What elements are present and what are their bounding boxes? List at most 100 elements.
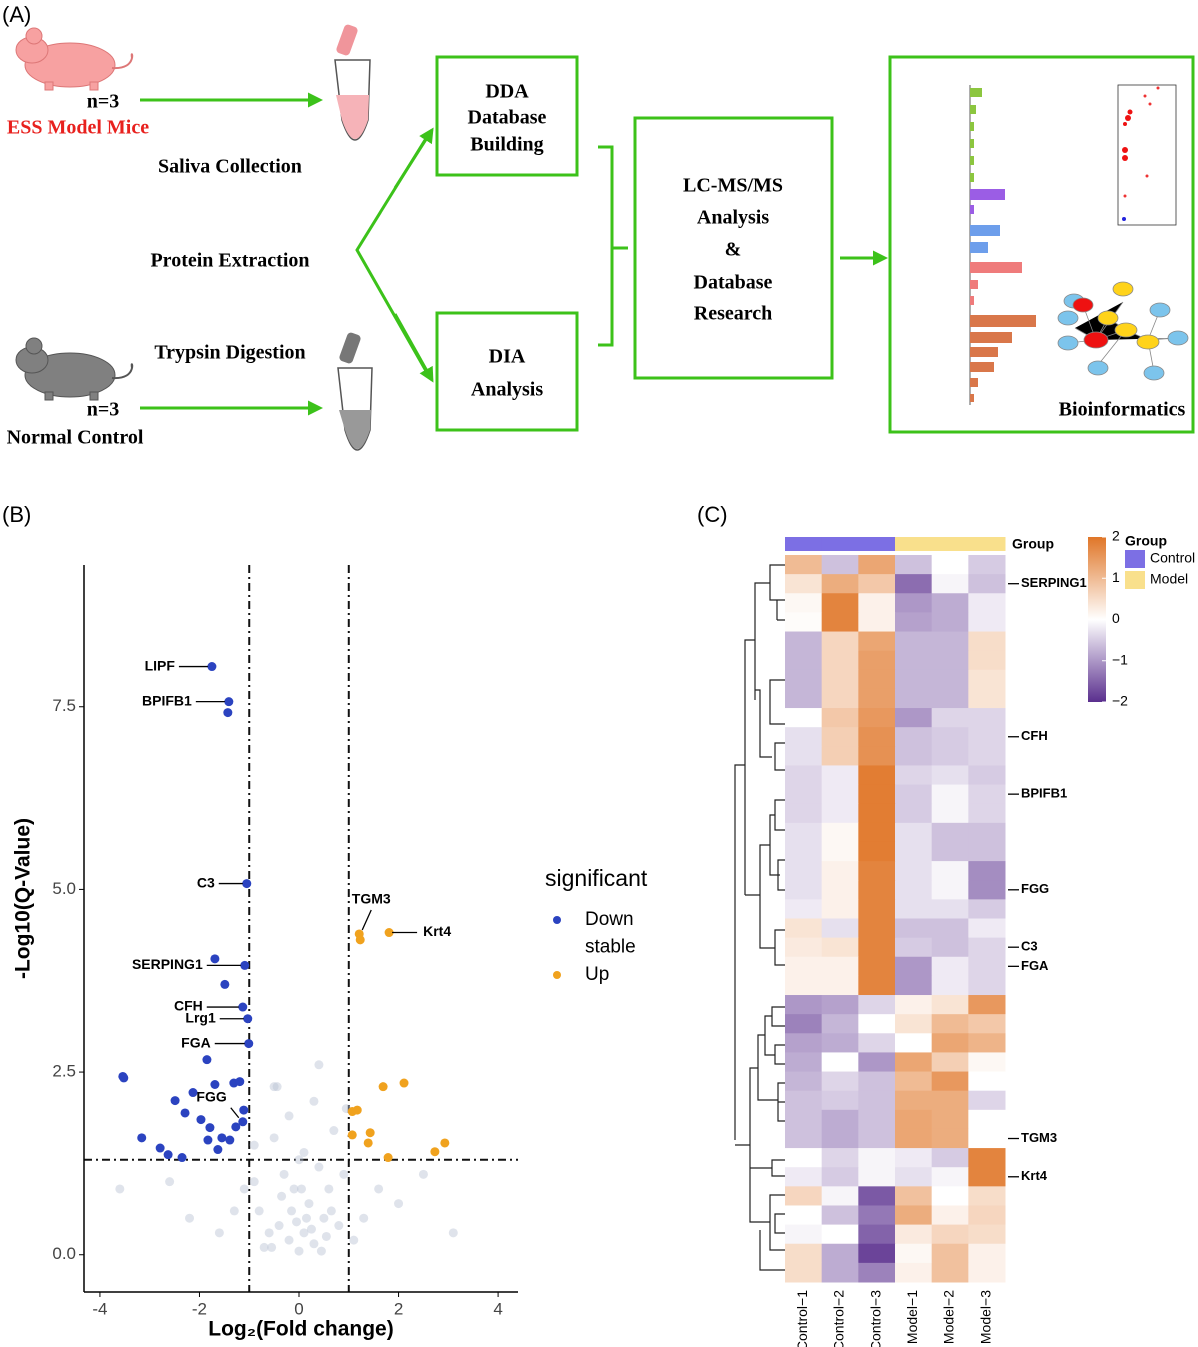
cell — [931, 1071, 969, 1092]
cell — [821, 708, 859, 728]
cell — [895, 803, 933, 824]
row-label: TGM3 — [1021, 1130, 1057, 1145]
cell — [821, 612, 859, 633]
cell — [821, 1052, 859, 1073]
point — [324, 1184, 334, 1194]
cell — [858, 1109, 896, 1130]
row-label: SERPING1 — [1021, 575, 1087, 590]
point — [177, 1153, 187, 1163]
cell — [858, 956, 896, 977]
cell — [968, 1090, 1006, 1111]
point-label: FGA — [181, 1034, 211, 1050]
lcms-text: LC-MS/MS — [683, 175, 783, 197]
cell — [968, 650, 1006, 671]
point — [309, 1239, 319, 1249]
cell — [821, 574, 859, 594]
point — [277, 1191, 287, 1201]
point — [284, 1111, 294, 1121]
point — [264, 1228, 274, 1238]
cell — [968, 1033, 1006, 1053]
arrow — [393, 127, 434, 189]
cell — [931, 612, 969, 633]
cell — [931, 1243, 969, 1264]
cell — [821, 918, 859, 939]
cell — [931, 841, 969, 862]
panel-label: (A) — [2, 2, 31, 27]
dia-box — [435, 311, 579, 432]
cell — [895, 555, 933, 575]
color-tick-label: 0 — [1112, 610, 1120, 626]
cell — [785, 746, 823, 766]
y-tick-label: 2.5 — [52, 1062, 76, 1081]
column-label: Control−2 — [831, 1290, 847, 1347]
cell — [931, 650, 969, 671]
cell — [931, 937, 969, 958]
cell — [968, 803, 1006, 824]
cell — [785, 918, 823, 939]
point — [418, 1169, 428, 1179]
cell — [785, 1186, 823, 1206]
cell — [858, 995, 896, 1015]
point — [304, 1199, 314, 1209]
cell — [895, 880, 933, 900]
cell — [895, 841, 933, 862]
point — [223, 708, 233, 718]
cell — [895, 1090, 933, 1111]
x-tick-label: 0 — [294, 1299, 303, 1318]
cell — [858, 803, 896, 824]
cell — [858, 708, 896, 728]
point — [210, 1079, 220, 1089]
point — [378, 1082, 388, 1092]
cell — [931, 822, 969, 843]
cell — [785, 1262, 823, 1283]
cell — [895, 956, 933, 977]
cell — [785, 593, 823, 613]
point — [231, 1122, 241, 1132]
cell — [895, 1071, 933, 1092]
cell — [895, 937, 933, 958]
point — [249, 1140, 259, 1150]
cell — [895, 593, 933, 613]
column-label: Control−1 — [794, 1290, 810, 1347]
lcms-box — [633, 116, 834, 380]
point — [202, 1055, 212, 1065]
bioinfo-box — [888, 55, 1195, 434]
cell — [858, 688, 896, 709]
point-label: BPIFB1 — [142, 692, 192, 708]
cell — [895, 822, 933, 843]
cell — [821, 1186, 859, 1206]
cell — [858, 1148, 896, 1168]
cell — [895, 708, 933, 728]
point — [339, 1169, 349, 1179]
point — [301, 1213, 311, 1223]
point — [220, 979, 230, 989]
cell — [931, 1014, 969, 1034]
cell — [785, 708, 823, 728]
point — [384, 928, 394, 938]
cell — [821, 1090, 859, 1111]
cell — [821, 1205, 859, 1226]
cell — [895, 1186, 933, 1206]
cell — [821, 669, 859, 690]
legend-swatch — [553, 944, 561, 952]
point — [243, 1014, 253, 1024]
point — [119, 1073, 129, 1083]
point-label: Krt4 — [423, 923, 451, 939]
point — [242, 879, 252, 889]
label-leader — [230, 1107, 240, 1119]
cell — [968, 995, 1006, 1015]
cell — [785, 1148, 823, 1168]
cell — [968, 1109, 1006, 1130]
cell — [931, 1148, 969, 1168]
point — [284, 1235, 294, 1245]
cell — [785, 1205, 823, 1226]
cell — [858, 1186, 896, 1206]
cell — [858, 1205, 896, 1226]
color-bar — [1088, 537, 1106, 702]
cell — [821, 899, 859, 919]
cell — [821, 1109, 859, 1130]
cell — [821, 746, 859, 766]
cell — [968, 1071, 1006, 1092]
model-name: ESS Model Mice — [7, 117, 149, 139]
lcms-text: & — [725, 239, 742, 261]
